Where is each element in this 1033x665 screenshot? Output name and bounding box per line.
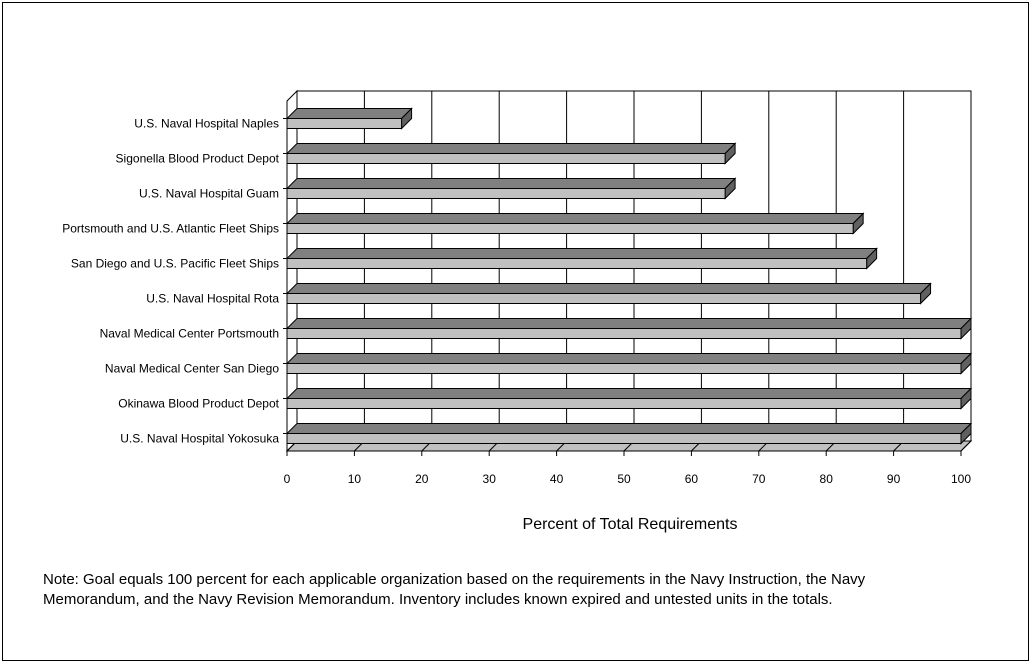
x-axis-title: Percent of Total Requirements: [523, 516, 738, 533]
bar-front: [286, 363, 962, 374]
category-label: Okinawa Blood Product Depot: [118, 397, 279, 411]
x-tick-label: 100: [951, 472, 971, 486]
bar-front: [286, 188, 726, 199]
category-label: Naval Medical Center Portsmouth: [100, 327, 279, 341]
bar-top: [285, 283, 932, 294]
bar-top: [285, 353, 973, 364]
bar-top: [285, 178, 737, 189]
bar-front: [286, 153, 726, 164]
bar: [285, 317, 973, 340]
category-label: U.S. Naval Hospital Rota: [146, 292, 279, 306]
floor-gridline: [960, 440, 972, 452]
category-label: Sigonella Blood Product Depot: [116, 152, 280, 166]
category-label: Portsmouth and U.S. Atlantic Fleet Ships: [62, 222, 279, 236]
x-tick-label: 40: [550, 472, 564, 486]
category-label: U.S. Naval Hospital Naples: [134, 117, 279, 131]
x-tick-label: 30: [483, 472, 497, 486]
bar-front: [286, 398, 962, 409]
bar-top: [285, 108, 413, 119]
bar-front: [286, 328, 962, 339]
bar: [285, 387, 973, 410]
x-tick-label: 0: [284, 472, 291, 486]
bar: [285, 422, 973, 445]
bar: [285, 107, 413, 130]
bar: [285, 212, 865, 235]
bar: [285, 282, 932, 305]
bar-front: [286, 258, 868, 269]
bar: [285, 142, 737, 165]
bar-top: [285, 423, 973, 434]
category-labels: U.S. Naval Hospital Naples Sigonella Bloo…: [62, 117, 287, 446]
bar-front: [286, 223, 854, 234]
bar-top: [285, 143, 737, 154]
bar-top: [285, 388, 973, 399]
bar-top: [285, 213, 865, 224]
bar-front: [286, 118, 403, 129]
x-tick-label: 10: [348, 472, 362, 486]
bar: [285, 247, 878, 270]
category-label: Naval Medical Center San Diego: [105, 362, 279, 376]
x-tick-label: 80: [820, 472, 834, 486]
bar: [285, 177, 737, 200]
category-label: U.S. Naval Hospital Guam: [139, 187, 279, 201]
x-tick-label: 20: [415, 472, 429, 486]
x-ticks: 0 10 20 30 40 50 60 70 80 90 100: [284, 451, 971, 486]
x-tick-label: 90: [887, 472, 901, 486]
bar-front: [286, 433, 962, 444]
bar-top: [285, 248, 878, 259]
category-label: San Diego and U.S. Pacific Fleet Ships: [71, 257, 279, 271]
bar: [285, 352, 973, 375]
bar-front: [286, 293, 922, 304]
x-tick-label: 50: [617, 472, 631, 486]
category-label: U.S. Naval Hospital Yokosuka: [120, 432, 279, 446]
footnote: Note: Goal equals 100 percent for each a…: [43, 571, 866, 608]
bars: [285, 107, 973, 445]
x-tick-label: 70: [752, 472, 766, 486]
bar-chart: U.S. Naval Hospital Naples Sigonella Bloo…: [62, 89, 973, 533]
bar-top: [285, 318, 973, 329]
x-tick-label: 60: [685, 472, 699, 486]
